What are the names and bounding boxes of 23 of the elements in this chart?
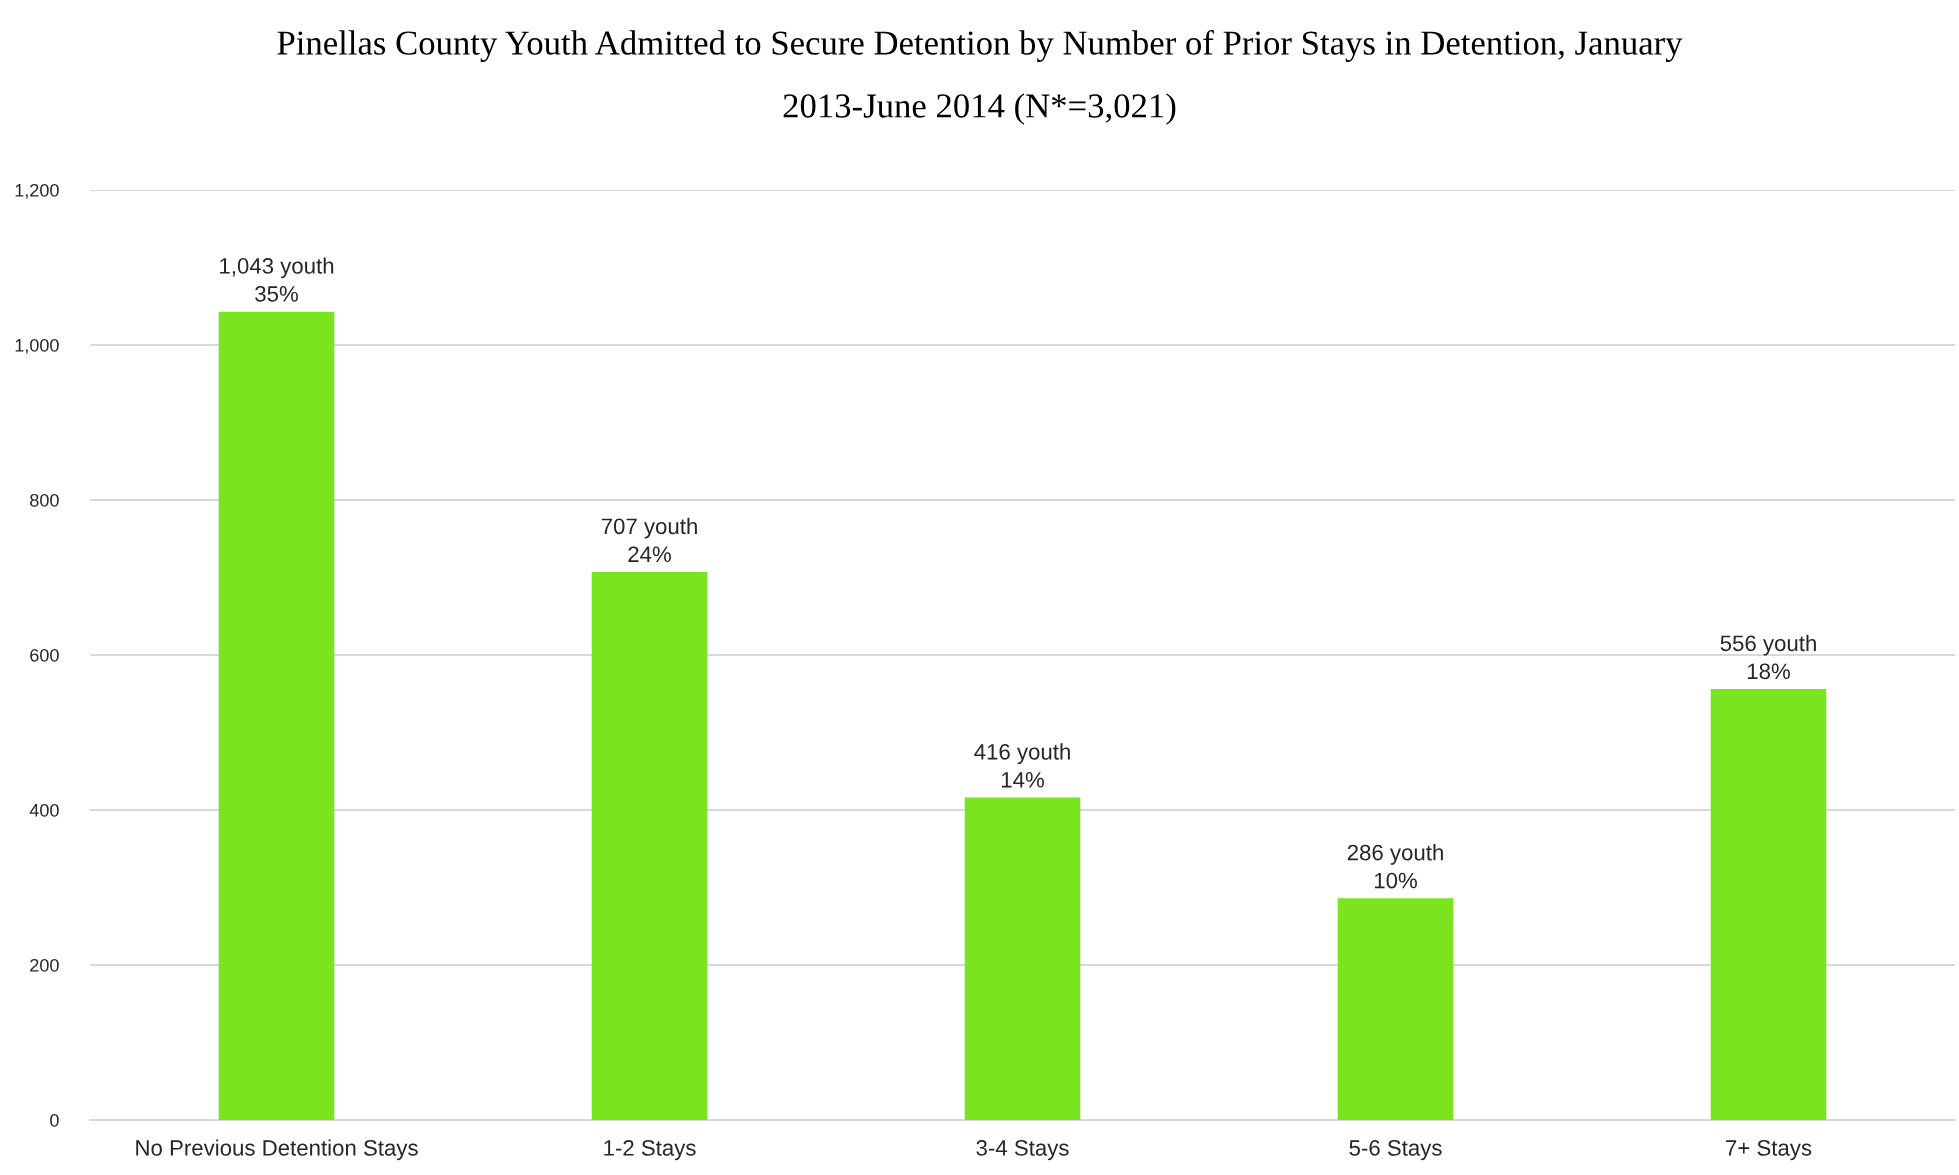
data-label: 416 youth 14%: [974, 743, 1070, 788]
y-tick-label: 1,200: [15, 183, 59, 199]
y-tick-label: 200: [30, 958, 59, 972]
bar: [1337, 898, 1454, 1120]
x-tick-label: 1-2 Stays: [604, 1140, 696, 1161]
data-label: 556 youth 18%: [1720, 634, 1816, 680]
y-tick-label: 0: [50, 1113, 59, 1127]
bar: [1710, 689, 1827, 1120]
x-tick-label: 5-6 Stays: [1349, 1140, 1442, 1161]
data-label: 1,043 youth 35%: [220, 257, 334, 302]
data-label: 707 youth 24%: [601, 517, 697, 563]
bar: [218, 311, 335, 1120]
y-tick-label: 1,000: [15, 338, 59, 354]
data-label: 286 youth 10%: [1347, 844, 1443, 889]
bar: [591, 572, 708, 1120]
y-tick-label: 600: [30, 648, 59, 662]
y-tick-label: 800: [30, 493, 59, 507]
chart-title: Pinellas County Youth Admitted to Secure Detention by Number of Prior Stays in Detention, January 2013-June 2014 (N*=3,021): [277, 30, 1683, 125]
y-tick-label: 400: [29, 803, 59, 817]
x-tick-label: No Previous Detention Stays: [136, 1139, 418, 1161]
x-tick-label: 3-4 Stays: [976, 1140, 1069, 1161]
bar: [964, 797, 1081, 1120]
x-tick-label: 7+ Stays: [1726, 1140, 1812, 1161]
